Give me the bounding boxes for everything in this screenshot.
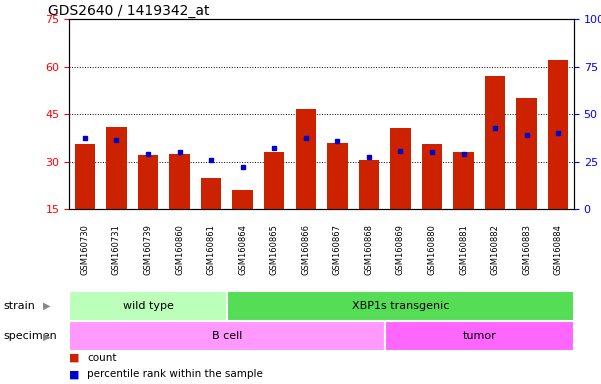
Bar [106,127,127,209]
Bar [453,152,474,209]
Text: GSM160866: GSM160866 [301,225,310,275]
Bar [327,143,347,209]
Bar [227,291,574,321]
Text: count: count [87,353,117,363]
Bar [264,152,284,209]
Bar [296,109,316,209]
Bar [548,60,569,209]
Bar [233,190,253,209]
Text: GSM160730: GSM160730 [81,225,90,275]
Bar [359,160,379,209]
Text: GSM160867: GSM160867 [333,225,342,275]
Text: XBP1s transgenic: XBP1s transgenic [352,301,449,311]
Text: GSM160881: GSM160881 [459,225,468,275]
Text: GSM160880: GSM160880 [427,225,436,275]
Text: GSM160739: GSM160739 [144,225,153,275]
Bar [201,178,221,209]
Bar [422,144,442,209]
Text: GDS2640 / 1419342_at: GDS2640 / 1419342_at [49,4,210,18]
Text: strain: strain [3,301,35,311]
Bar [390,129,410,209]
Text: ■: ■ [69,353,79,363]
Text: B cell: B cell [212,331,242,341]
Text: ■: ■ [69,369,79,379]
Text: wild type: wild type [123,301,174,311]
Bar [516,98,537,209]
Text: GSM160868: GSM160868 [364,225,373,275]
Bar [69,291,227,321]
Text: GSM160861: GSM160861 [207,225,216,275]
Text: GSM160883: GSM160883 [522,225,531,275]
Text: specimen: specimen [3,331,56,341]
Bar [138,156,158,209]
Bar [169,154,190,209]
Text: GSM160864: GSM160864 [238,225,247,275]
Text: percentile rank within the sample: percentile rank within the sample [87,369,263,379]
Text: ▶: ▶ [43,331,50,341]
Bar [75,144,95,209]
Text: GSM160860: GSM160860 [175,225,184,275]
Text: GSM160882: GSM160882 [490,225,499,275]
Bar [385,321,574,351]
Text: tumor: tumor [462,331,496,341]
Bar [69,321,385,351]
Text: GSM160869: GSM160869 [396,225,405,275]
Text: GSM160865: GSM160865 [270,225,279,275]
Text: GSM160731: GSM160731 [112,225,121,275]
Bar [485,76,505,209]
Text: GSM160884: GSM160884 [554,225,563,275]
Text: ▶: ▶ [43,301,50,311]
